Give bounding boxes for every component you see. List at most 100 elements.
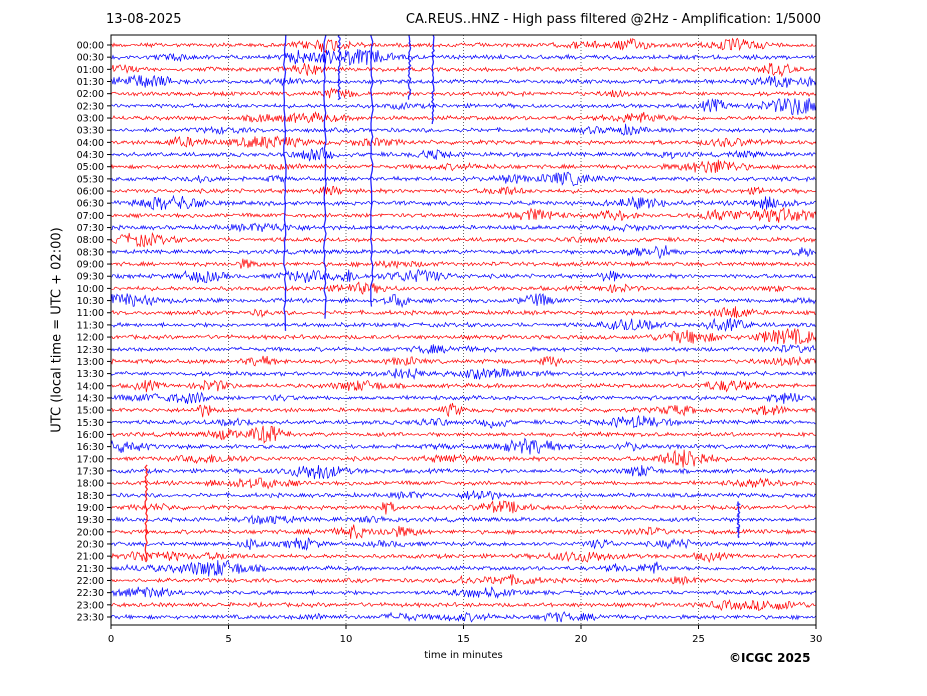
trace-row (110, 281, 817, 295)
y-tick-label: 15:00 (77, 406, 104, 417)
trace-row (110, 437, 817, 455)
chart-date: 13-08-2025 (106, 12, 182, 27)
chart-title: CA.REUS..HNZ - High pass filtered @2Hz -… (405, 12, 821, 27)
y-tick-label: 21:00 (77, 552, 104, 563)
y-tick-label: 17:30 (77, 466, 104, 477)
trace-row (110, 368, 817, 380)
y-tick-label: 03:30 (77, 126, 104, 137)
y-tick-label: 10:30 (77, 296, 104, 307)
event-spike (430, 34, 435, 125)
y-tick-label: 04:00 (77, 138, 104, 149)
trace-row (110, 537, 817, 551)
trace-row (110, 222, 817, 233)
trace-row (110, 146, 817, 162)
y-tick-label: 18:00 (77, 479, 104, 490)
y-tick-label: 07:30 (77, 223, 104, 234)
x-tick-label: 0 (108, 634, 114, 645)
x-tick-label: 20 (575, 634, 588, 645)
y-tick-label: 02:30 (77, 101, 104, 112)
y-tick-label: 22:00 (77, 576, 104, 587)
trace-row (110, 37, 817, 54)
y-tick-label: 19:30 (77, 515, 104, 526)
trace-row (110, 402, 817, 418)
event-spike (283, 34, 287, 331)
x-tick-label: 5 (225, 634, 231, 645)
y-tick-label: 02:00 (77, 89, 104, 100)
y-tick-label: 16:30 (77, 442, 104, 453)
trace-row (110, 232, 817, 248)
trace-row (110, 328, 817, 345)
trace-row (110, 194, 817, 211)
trace-row (110, 500, 817, 515)
trace-row (110, 171, 817, 187)
y-tick-label: 23:30 (77, 612, 104, 623)
y-tick-label: 14:30 (77, 393, 104, 404)
x-tick-label: 15 (457, 634, 470, 645)
trace-row (110, 97, 817, 115)
trace-row (110, 110, 817, 124)
y-tick-label: 13:30 (77, 369, 104, 380)
trace-row (110, 306, 817, 319)
y-tick-label: 16:00 (77, 430, 104, 441)
trace-row (110, 391, 817, 404)
y-tick-label: 01:30 (77, 77, 104, 88)
trace-row (110, 586, 817, 599)
trace-row (110, 514, 817, 525)
trace-row (110, 268, 817, 284)
y-tick-label: 08:30 (77, 247, 104, 258)
trace-row (110, 258, 817, 270)
y-tick-label: 11:30 (77, 320, 104, 331)
y-tick-label: 12:30 (77, 345, 104, 356)
x-axis-label: time in minutes (424, 650, 503, 661)
event-spike (370, 34, 374, 307)
event-spike (407, 34, 412, 100)
y-tick-label: 09:00 (77, 260, 104, 271)
trace-row (110, 477, 817, 490)
y-tick-label: 23:00 (77, 600, 104, 611)
trace-row (110, 317, 817, 332)
y-tick-label: 11:00 (77, 308, 104, 319)
y-tick-label: 00:00 (77, 41, 104, 52)
trace-row (110, 599, 817, 611)
trace-row (110, 87, 817, 99)
y-tick-label: 10:00 (77, 284, 104, 295)
trace-row (110, 245, 817, 260)
x-tick-label: 25 (692, 634, 705, 645)
y-tick-label: 01:00 (77, 65, 104, 76)
copyright-label: ©ICGC 2025 (729, 651, 811, 665)
y-tick-label: 15:30 (77, 418, 104, 429)
y-tick-label: 18:30 (77, 491, 104, 502)
y-tick-label: 20:00 (77, 527, 104, 538)
trace-row (110, 292, 817, 309)
y-tick-label: 17:00 (77, 454, 104, 465)
trace-row (110, 550, 817, 564)
trace-row (110, 379, 817, 393)
trace-row (110, 123, 817, 136)
event-spike (735, 501, 741, 539)
y-tick-label: 19:00 (77, 503, 104, 514)
event-spikes (144, 34, 741, 563)
trace-row (110, 207, 817, 223)
y-tick-label: 20:30 (77, 539, 104, 550)
y-tick-label: 14:00 (77, 381, 104, 392)
trace-row (110, 574, 817, 586)
y-tick-label: 00:30 (77, 53, 104, 64)
y-tick-label: 13:00 (77, 357, 104, 368)
trace-row (110, 560, 817, 577)
y-tick-label: 07:00 (77, 211, 104, 222)
y-tick-label: 05:00 (77, 162, 104, 173)
trace-row (110, 185, 817, 197)
x-tick-label: 30 (810, 634, 823, 645)
trace-row (110, 49, 817, 66)
trace-row (110, 524, 817, 539)
grid-lines (228, 35, 699, 625)
event-spike (144, 464, 149, 563)
trace-row (110, 465, 817, 480)
y-tick-label: 04:30 (77, 150, 104, 161)
y-tick-label: 12:00 (77, 333, 104, 344)
x-tick-labels: 0 5 10 15 20 25 30 (108, 625, 823, 645)
event-spike (337, 34, 341, 101)
y-tick-label: 08:00 (77, 235, 104, 246)
